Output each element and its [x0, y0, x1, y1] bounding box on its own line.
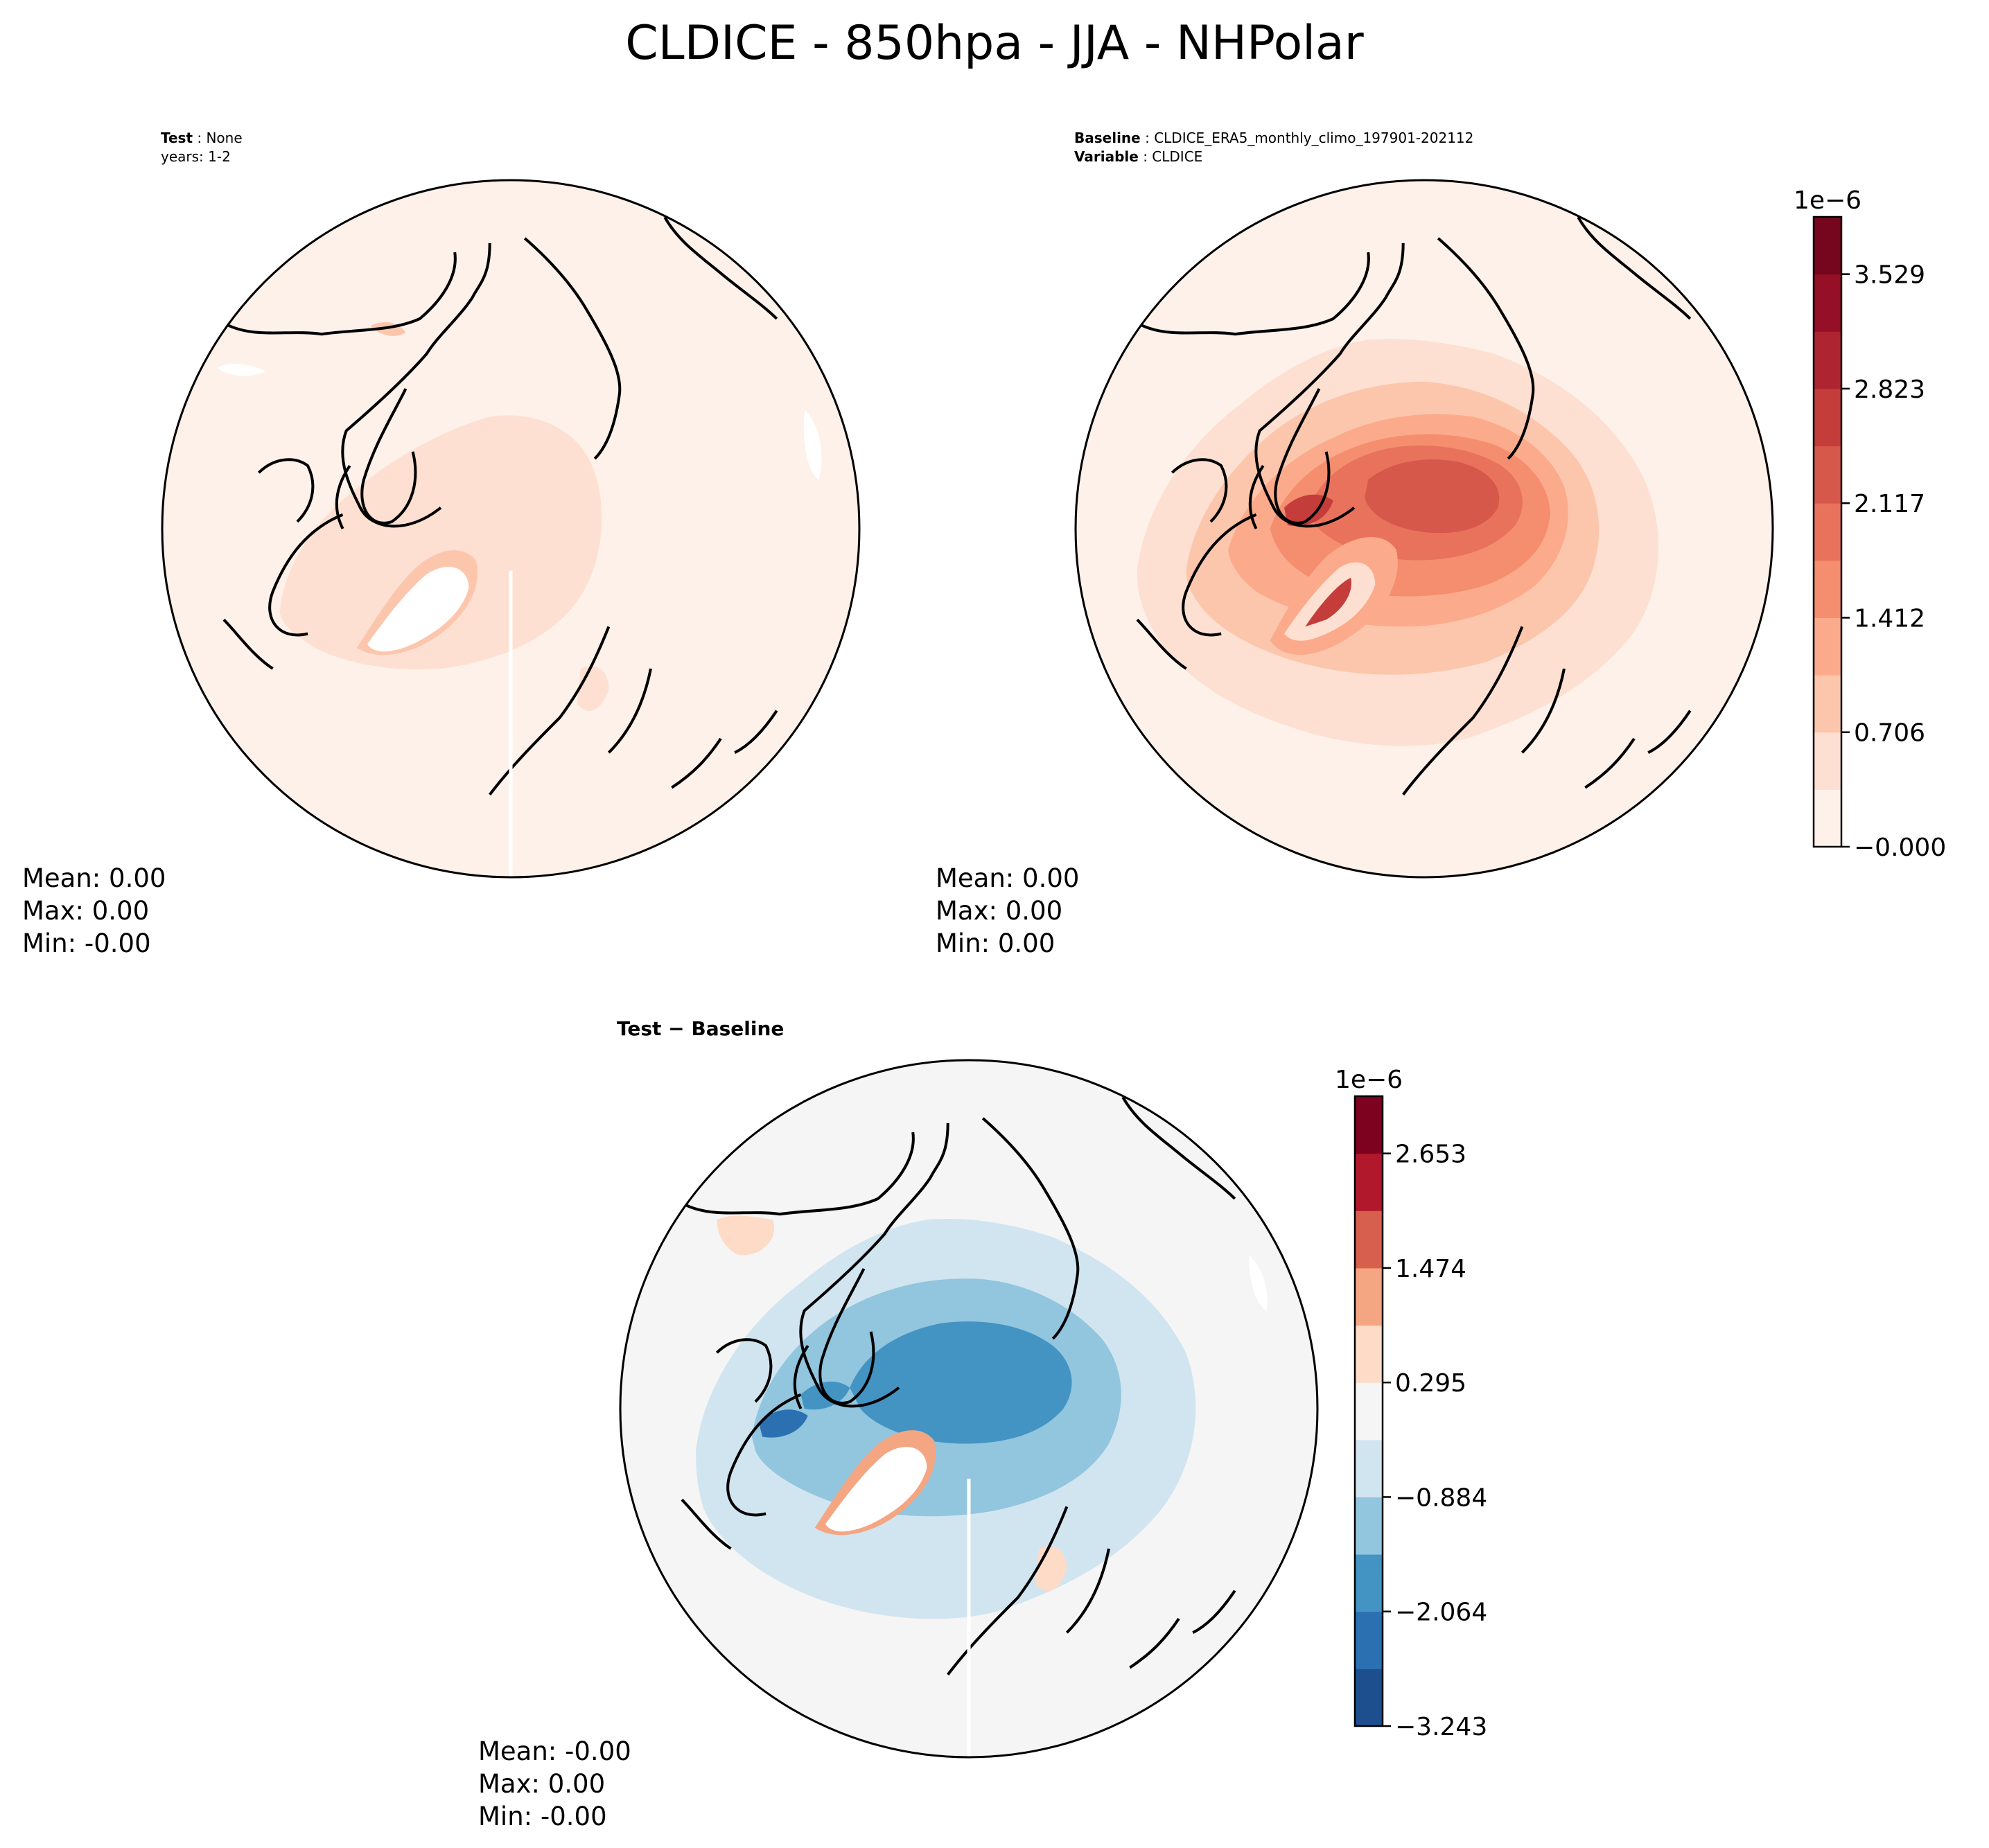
diff-colorbar-frame [1353, 1095, 1384, 1727]
test-stats: Mean: 0.00 Max: 0.00 Min: -0.00 [22, 862, 166, 960]
baseline-colorbar-segment [1814, 331, 1841, 389]
test-mean: Mean: 0.00 [22, 863, 166, 893]
test-label-key: Test [161, 130, 193, 146]
diff-colorbar-segment [1355, 1497, 1383, 1555]
baseline-colorbar-tick-label: 0.706 [1854, 719, 1925, 748]
test-panel-label: Test : None years: 1-2 [161, 130, 243, 165]
baseline-colorbar-segment [1814, 789, 1841, 847]
baseline-panel-label: Baseline : CLDICE_ERA5_monthly_climo_197… [1074, 130, 1474, 165]
baseline-label-key: Baseline [1074, 130, 1141, 146]
baseline-colorbar-segment [1814, 560, 1841, 618]
diff-colorbar-tick-label: 2.653 [1395, 1141, 1466, 1169]
diff-colorbar-tick-label: 1.474 [1395, 1255, 1466, 1283]
diff-colorbar-segment [1355, 1211, 1383, 1269]
baseline-colorbar-segment [1814, 675, 1841, 733]
diff-colorbar-segment [1355, 1096, 1383, 1154]
variable-label-key: Variable [1074, 148, 1139, 165]
baseline-colorbar-segment [1814, 617, 1841, 676]
diff-colorbar-tick-label: 0.295 [1395, 1369, 1466, 1398]
baseline-colorbar-tick-label: 2.823 [1854, 376, 1925, 404]
baseline-colorbar-tick-label: 3.529 [1854, 261, 1925, 290]
baseline-label-value: CLDICE_ERA5_monthly_climo_197901-202112 [1154, 130, 1474, 146]
figure-title: CLDICE - 850hpa - JJA - NHPolar [625, 16, 1364, 71]
diff-colorbar-segment [1355, 1382, 1383, 1441]
baseline-min: Min: 0.00 [936, 929, 1055, 958]
baseline-mean: Mean: 0.00 [936, 863, 1080, 893]
baseline-colorbar-tick-label: −0.000 [1854, 834, 1946, 862]
diff-colorbar-segment [1355, 1153, 1383, 1211]
diff-colorbar-segment [1355, 1439, 1383, 1497]
diff-colorbar-tick-label: −0.884 [1395, 1484, 1487, 1512]
diff-polar-map [619, 1059, 1319, 1759]
baseline-colorbar-segment [1814, 274, 1841, 332]
diff-colorbar-segment [1355, 1669, 1383, 1727]
baseline-stats: Mean: 0.00 Max: 0.00 Min: 0.00 [936, 862, 1079, 960]
test-polar-map [161, 179, 861, 879]
diff-colorbar-segment [1355, 1554, 1383, 1612]
diff-max: Max: 0.00 [478, 1769, 606, 1799]
baseline-colorbar-tick-label: 2.117 [1854, 490, 1925, 518]
diff-panel-title: Test − Baseline [617, 1017, 785, 1040]
variable-label-value: CLDICE [1152, 148, 1203, 165]
diff-colorbar-tick-label: −3.243 [1395, 1713, 1487, 1741]
baseline-colorbar-segment [1814, 732, 1841, 790]
diff-colorbar-scale-label: 1e−6 [1335, 1066, 1403, 1094]
diff-stats: Mean: -0.00 Max: 0.00 Min: -0.00 [478, 1735, 631, 1833]
diff-colorbar-tick-label: −2.064 [1395, 1599, 1487, 1627]
baseline-polar-map [1074, 179, 1774, 879]
test-years: years: 1-2 [161, 148, 231, 165]
baseline-colorbar-segment [1814, 503, 1841, 561]
baseline-colorbar-segment [1814, 388, 1841, 447]
test-label-value: None [206, 130, 243, 146]
diff-min: Min: -0.00 [478, 1802, 607, 1831]
test-min: Min: -0.00 [22, 929, 151, 958]
baseline-colorbar-segment [1814, 217, 1841, 275]
baseline-colorbar-tick-label: 1.412 [1854, 604, 1925, 633]
baseline-max: Max: 0.00 [936, 896, 1063, 926]
diff-mean: Mean: -0.00 [478, 1736, 631, 1766]
baseline-colorbar-scale-label: 1e−6 [1794, 186, 1861, 215]
baseline-colorbar-segment [1814, 446, 1841, 504]
baseline-colorbar-frame [1812, 215, 1843, 848]
diff-colorbar-segment [1355, 1611, 1383, 1669]
diff-colorbar-segment [1355, 1267, 1383, 1326]
test-max: Max: 0.00 [22, 896, 150, 926]
diff-colorbar-segment [1355, 1325, 1383, 1383]
